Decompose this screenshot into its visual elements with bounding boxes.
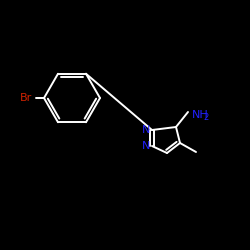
Text: NH: NH xyxy=(192,110,209,120)
Text: N: N xyxy=(142,141,150,151)
Text: 2: 2 xyxy=(204,114,208,122)
Text: Br: Br xyxy=(20,93,32,103)
Text: N: N xyxy=(142,125,150,135)
